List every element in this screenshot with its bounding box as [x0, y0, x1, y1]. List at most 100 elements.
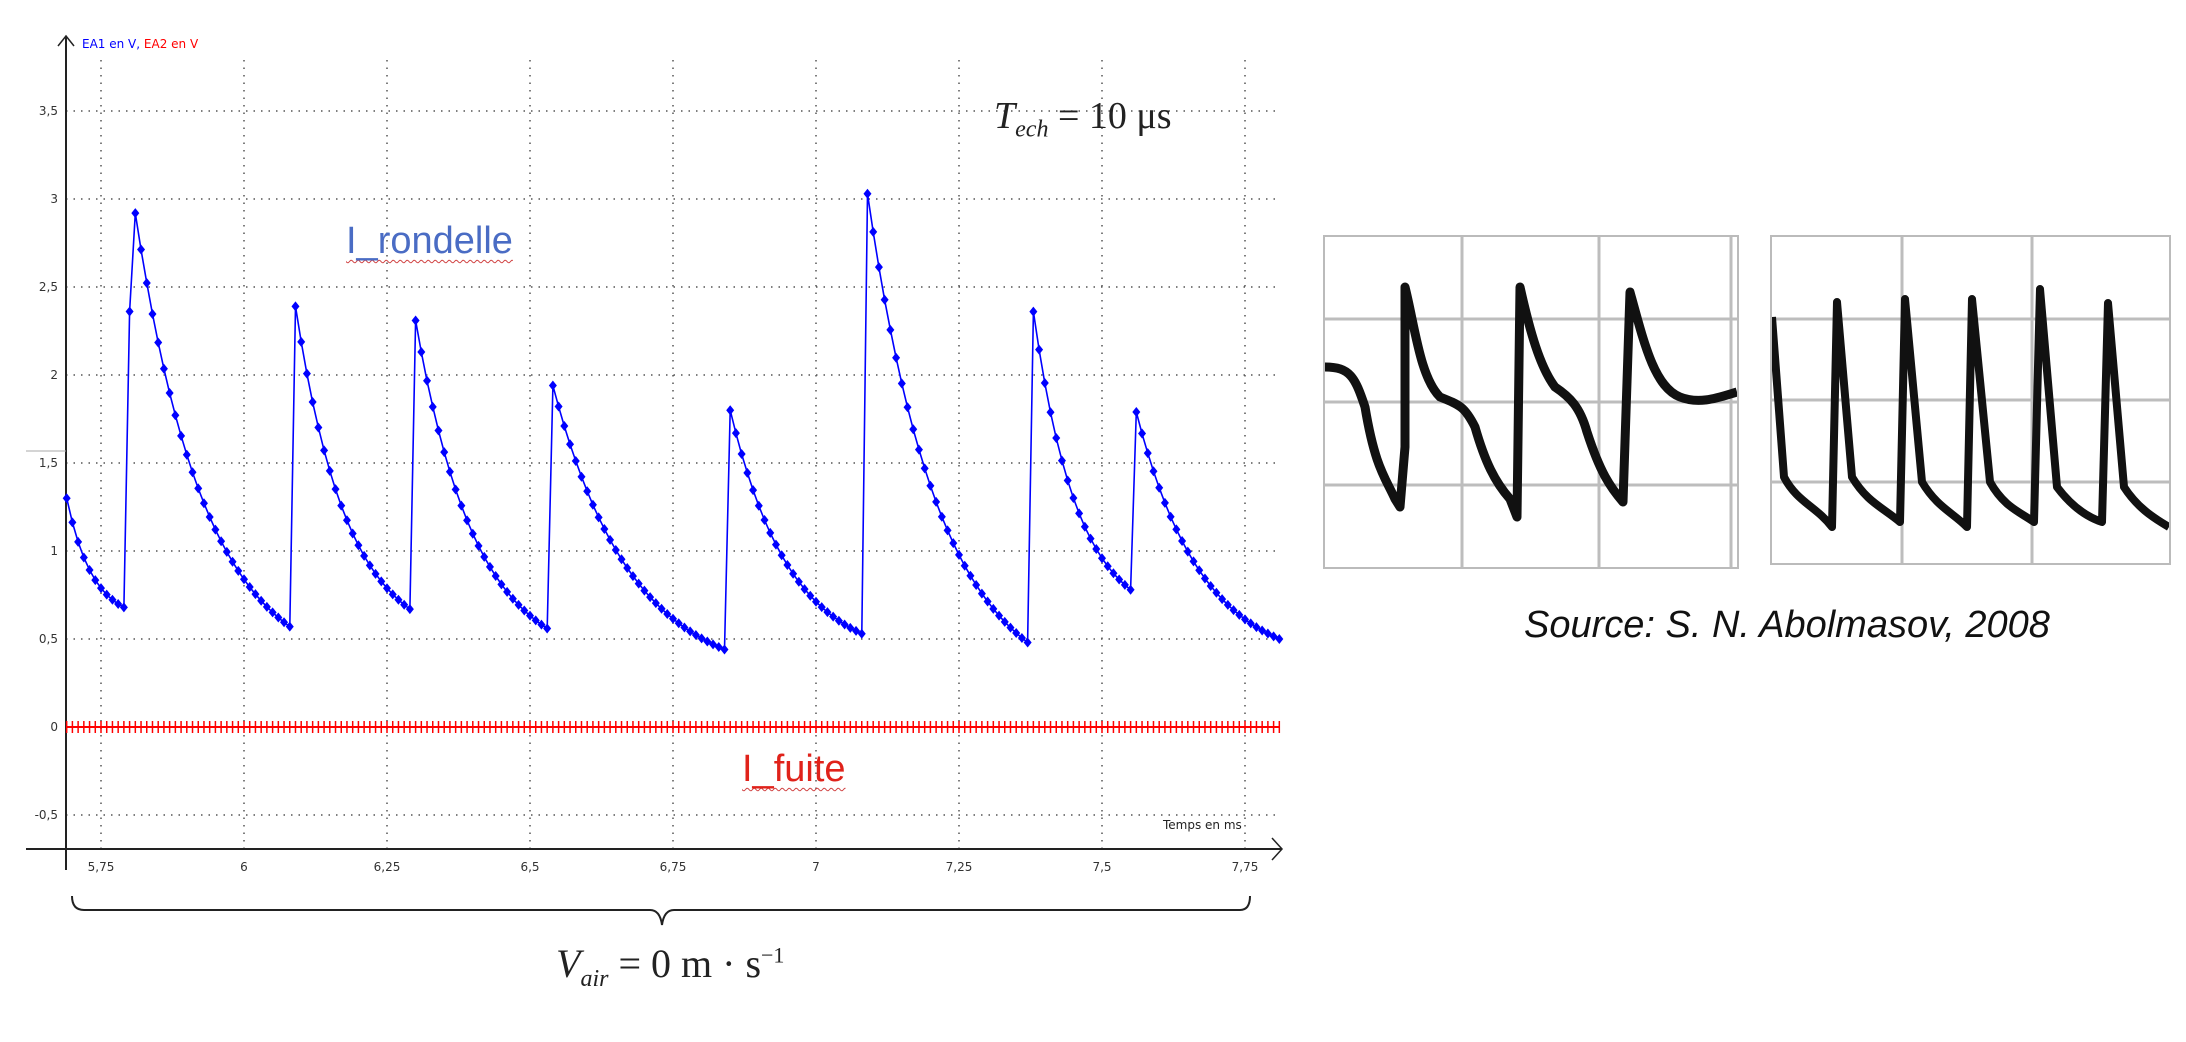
x-tick-label: 7,5: [1092, 860, 1111, 874]
ea1-data-point: [1046, 407, 1055, 418]
ea1-data-point: [909, 424, 918, 435]
ea1-data-point: [97, 583, 105, 594]
ea1-data-point: [874, 262, 883, 273]
ea1-data-point: [331, 484, 340, 495]
ea1-data-point: [74, 536, 83, 547]
ea1-data-point: [119, 602, 128, 613]
ea1-data-point: [651, 598, 660, 609]
ea1-data-point: [188, 467, 197, 478]
chart-tick-labels: 5,75 6 6,25 6,5 6,75 7 7,25 7,5 7,75 -0,5 0 0,5 1 1,5…: [35, 104, 1259, 874]
ea1-data-point: [1166, 511, 1175, 522]
ea1-data-point: [1160, 497, 1169, 508]
ea1-data-point: [943, 525, 952, 536]
ea1-data-point: [285, 621, 294, 632]
ea1-data-point: [697, 633, 706, 644]
ea1-data-point: [1275, 634, 1284, 644]
ea1-data-point: [657, 603, 666, 614]
ea1-data-point: [291, 301, 300, 312]
ea1-data-point: [789, 568, 798, 579]
ea1-data-point: [314, 422, 323, 433]
ea1-data-point: [142, 278, 151, 289]
y-tick-label: 2: [50, 368, 58, 382]
y-tick-label: 3: [50, 192, 58, 206]
ea1-data-point: [1258, 625, 1267, 636]
y-tick-label: 0: [50, 720, 58, 734]
ea1-data-point: [743, 467, 752, 478]
ea1-data-point: [428, 401, 437, 412]
ea1-data-point: [892, 352, 901, 363]
ea1-data-point: [960, 560, 969, 571]
air-velocity-equation: Vair = 0 m · s−1: [556, 941, 785, 992]
ea1-data-point: [531, 615, 540, 626]
ea1-data-point: [1235, 609, 1244, 620]
ea1-data-point: [834, 615, 843, 626]
ea1-data-point: [1086, 533, 1095, 544]
x-tick-label: 5,75: [88, 860, 115, 874]
ea1-data-point: [583, 486, 592, 497]
ea1-data-point: [989, 603, 998, 614]
ea1-data-point: [566, 439, 575, 450]
ea1-data-point: [1183, 546, 1192, 557]
ea1-data-point: [171, 410, 180, 421]
ea1-data-point: [754, 500, 763, 511]
label-i-fuite: I_fuite: [742, 748, 846, 790]
ea1-data-point: [274, 612, 283, 623]
ea1-data-point: [503, 586, 512, 597]
y-tick-label: 2,5: [39, 280, 58, 294]
ea1-data-point: [554, 401, 563, 412]
ea1-data-point: [463, 515, 472, 526]
scope-trace-2-graphic: [1768, 237, 2172, 563]
ea1-data-point: [903, 402, 912, 413]
ea1-data-point: [571, 456, 580, 467]
ea1-data-point: [800, 584, 809, 595]
ea1-data-point: [217, 536, 226, 547]
ea1-data-point: [388, 589, 397, 600]
ea1-data-point: [108, 594, 117, 605]
ea1-data-point: [102, 589, 111, 600]
ea1-data-point: [737, 448, 746, 459]
ea1-data-point: [691, 629, 700, 640]
ea1-data-point: [1138, 428, 1147, 439]
ea1-data-point: [348, 528, 357, 539]
ea1-data-point: [594, 512, 603, 523]
x-tick-label: 6,25: [374, 860, 401, 874]
ea1-data-point: [537, 619, 546, 630]
ea1-data-point: [749, 485, 758, 496]
ea1-data-point: [1029, 306, 1038, 317]
ea1-data-point: [520, 605, 529, 616]
ea1-data-point: [1195, 565, 1204, 576]
ea1-data-point: [423, 375, 432, 386]
ea1-data-point: [1080, 521, 1089, 532]
ea1-data-point: [1218, 594, 1227, 605]
series-ea2-line: [65, 721, 1281, 733]
ea1-data-point: [1246, 618, 1255, 629]
ea1-data-point: [812, 596, 820, 607]
ea1-data-point: [840, 619, 849, 630]
y-tick-label: -0,5: [35, 808, 58, 822]
ea1-data-point: [514, 599, 523, 610]
scope-trace-1-graphic: [1324, 237, 1739, 567]
ea1-data-point: [526, 610, 534, 621]
ea1-data-point: [1241, 614, 1249, 625]
ea1-data-point: [405, 604, 414, 615]
ea1-data-point: [114, 598, 123, 609]
ea1-data-point: [869, 226, 878, 237]
ea1-data-point: [297, 336, 306, 347]
ea1-data-point: [1052, 433, 1061, 444]
y-axis-title: EA1 en V, EA2 en V: [82, 37, 199, 51]
ea1-data-point: [966, 570, 975, 581]
ea1-data-point: [588, 499, 597, 510]
ea1-data-point: [577, 471, 586, 482]
ea1-data-point: [1057, 455, 1066, 466]
ea1-data-point: [611, 544, 620, 555]
ea1-data-point: [1172, 524, 1181, 535]
ea1-data-point: [1098, 553, 1106, 564]
ea1-data-point: [857, 628, 866, 639]
ea1-data-point: [365, 560, 374, 571]
ea1-data-point: [159, 363, 168, 374]
ea1-data-point: [302, 368, 311, 379]
oscilloscope-trace-2: [1768, 235, 2172, 565]
ea1-data-point: [914, 444, 923, 455]
ea1-data-point: [720, 644, 729, 655]
ea1-data-point: [411, 315, 420, 326]
